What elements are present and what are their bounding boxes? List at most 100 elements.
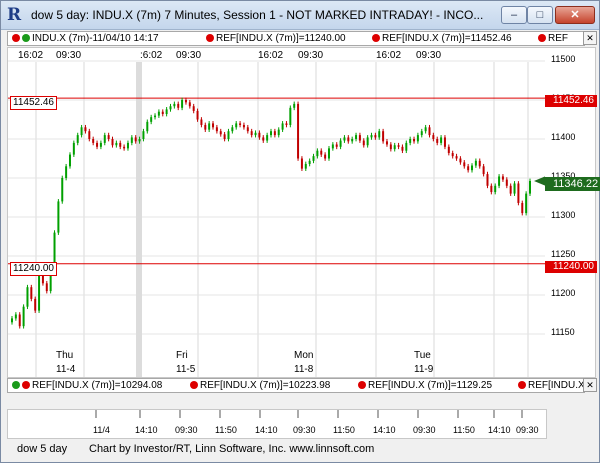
- price-bar: [413, 139, 416, 142]
- price-bar: [486, 174, 489, 186]
- ref-item-more[interactable]: REF: [538, 32, 568, 45]
- price-bar: [393, 145, 396, 150]
- time-axis-ticks: [95, 410, 523, 418]
- price-bar: [467, 166, 470, 171]
- x-tick-label: 09:30: [516, 425, 539, 435]
- red-dot-icon: [190, 381, 198, 389]
- price-bar: [34, 298, 37, 311]
- price-bar: [150, 117, 153, 122]
- last-price-axis-tag: 11346.22: [545, 177, 600, 191]
- price-bar: [517, 183, 520, 203]
- price-bar: [45, 283, 48, 292]
- price-bar: [57, 201, 60, 233]
- top-time-label: 16:02: [258, 50, 284, 61]
- ref-item-high[interactable]: REF[INDU.X (7m)]=11452.46: [372, 32, 512, 45]
- price-bar: [262, 137, 265, 141]
- ref-item[interactable]: REF[INDU.X (7m)]=10223.98: [190, 379, 330, 392]
- price-bar: [138, 139, 141, 142]
- price-bar: [420, 131, 423, 136]
- red-dot-icon: [12, 34, 20, 42]
- maximize-icon: □: [536, 9, 544, 21]
- y-tick-label: 11200: [551, 288, 576, 298]
- day-label-name: Thu: [56, 350, 74, 361]
- price-bar: [18, 314, 21, 327]
- price-chart-svg: [8, 60, 546, 377]
- time-axis[interactable]: 11/4 14:10 09:30 11:50 14:10 09:30 11:50…: [7, 409, 547, 439]
- price-bar: [177, 103, 180, 108]
- price-bar: [212, 123, 215, 128]
- ref-high-left-label: 11452.46: [10, 96, 57, 110]
- price-bar: [270, 131, 272, 136]
- price-bar: [96, 142, 99, 147]
- price-bar: [366, 137, 369, 146]
- top-bar-close-button[interactable]: ✕: [583, 31, 597, 45]
- price-bar: [474, 160, 477, 166]
- price-bar: [146, 121, 149, 132]
- price-bar: [208, 123, 211, 130]
- last-price-marker: [534, 175, 546, 186]
- price-bar: [130, 137, 133, 143]
- day-label-date: 11-9: [414, 364, 434, 375]
- ref-item[interactable]: REF[INDU.X (7m)]=10294.08: [12, 379, 162, 392]
- ref-item[interactable]: REF[INDU.X (7m)]=1129.25: [358, 379, 492, 392]
- ref-item[interactable]: REF[INDU.X: [518, 379, 584, 392]
- day-label-date: 11-8: [294, 364, 314, 375]
- price-bar: [80, 127, 83, 136]
- day-label-name: Mon: [294, 350, 314, 361]
- close-icon: ✕: [586, 380, 594, 390]
- price-bar: [401, 146, 404, 151]
- price-bar: [409, 139, 412, 143]
- price-bar: [173, 103, 176, 107]
- price-bar: [385, 141, 388, 145]
- price-bar: [463, 162, 466, 167]
- minimize-button[interactable]: –: [501, 6, 527, 24]
- price-bar: [192, 106, 195, 111]
- price-bar: [219, 131, 222, 135]
- price-bar: [443, 137, 446, 147]
- bottom-bar-close-button[interactable]: ✕: [583, 378, 597, 392]
- y-tick-label: 11300: [551, 210, 576, 220]
- price-bar: [525, 193, 528, 214]
- x-tick-label: 09:30: [175, 425, 198, 435]
- price-bar: [436, 139, 439, 143]
- day-label-date: 11-5: [176, 364, 196, 375]
- price-bar: [297, 103, 300, 159]
- price-bar: [231, 127, 234, 132]
- price-bar: [72, 142, 75, 155]
- ref-item-symbol[interactable]: INDU.X (7m)-11/04/10 14:17: [12, 32, 159, 45]
- price-bar: [343, 137, 346, 141]
- investor-rt-logo-icon[interactable]: R: [7, 5, 22, 25]
- price-bar: [440, 137, 443, 143]
- ref-item-low[interactable]: REF[INDU.X (7m)]=11240.00: [206, 32, 346, 45]
- ref-low-left-label: 11240.00: [10, 262, 57, 276]
- price-bar: [14, 314, 17, 319]
- title-bar[interactable]: R dow 5 day: INDU.X (7m) 7 Minutes, Sess…: [1, 1, 599, 30]
- price-bar: [242, 124, 245, 128]
- price-bar: [115, 142, 118, 146]
- price-bar: [285, 123, 288, 125]
- top-time-label: 09:30: [56, 50, 82, 61]
- price-bar: [22, 306, 25, 327]
- day-label-date: 11-4: [56, 364, 76, 375]
- x-tick-label: 14:10: [255, 425, 278, 435]
- price-bar: [358, 135, 361, 141]
- red-dot-icon: [358, 381, 366, 389]
- y-tick-label: 11500: [551, 54, 576, 64]
- top-time-label: 16:02: [376, 50, 402, 61]
- maximize-button[interactable]: □: [527, 6, 553, 24]
- price-chart-area[interactable]: 16:02 09:30 :6:02 09:30 16:02 09:30 16:0…: [7, 47, 547, 378]
- price-bar: [304, 163, 307, 169]
- price-bar: [277, 129, 280, 136]
- price-bar: [65, 166, 68, 178]
- price-bar: [509, 185, 512, 194]
- price-bar: [53, 232, 56, 268]
- price-bar: [99, 142, 102, 147]
- price-bar: [378, 131, 381, 138]
- price-bar: [204, 124, 207, 130]
- price-bar: [154, 115, 157, 118]
- price-bar: [254, 132, 257, 136]
- status-chart-name: dow 5 day: [17, 443, 68, 455]
- price-bar: [61, 178, 64, 202]
- ref-high-axis-tag: 11452.46: [545, 95, 597, 107]
- close-button[interactable]: ✕: [555, 6, 595, 24]
